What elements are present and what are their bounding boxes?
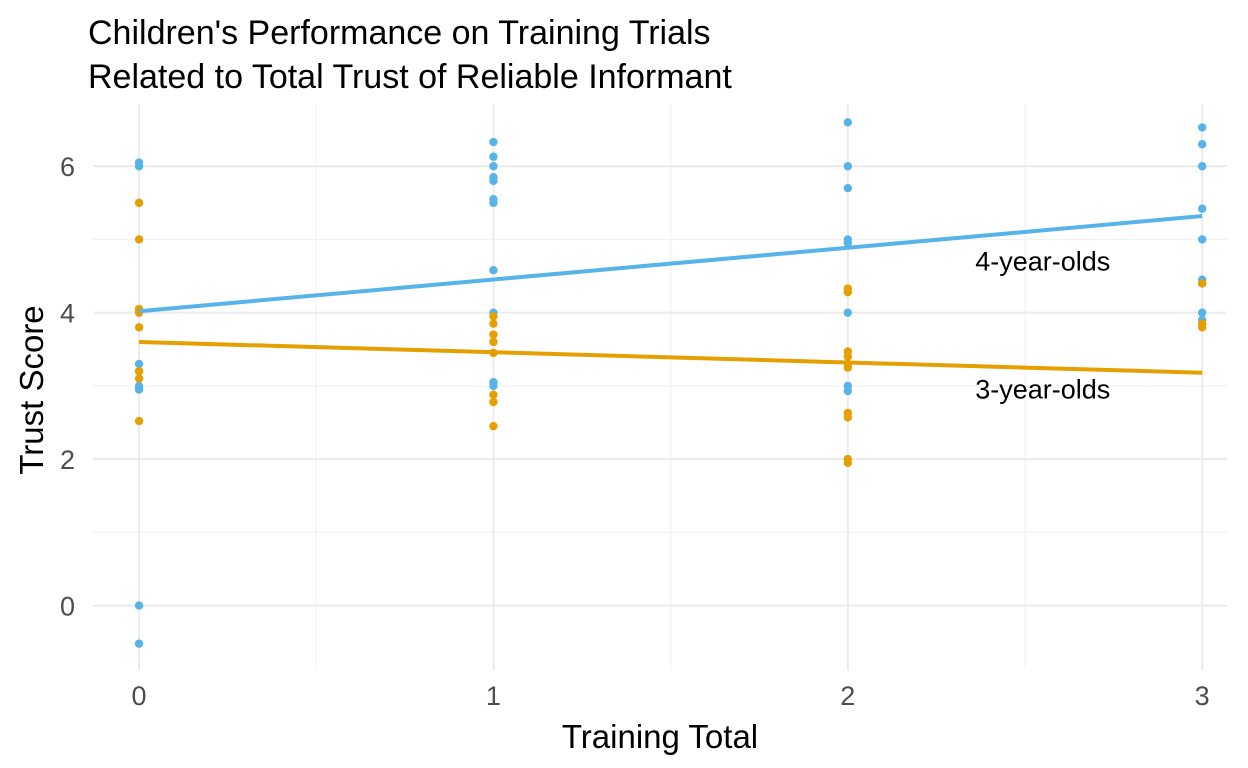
data-point bbox=[489, 198, 498, 208]
data-point bbox=[1197, 323, 1207, 332]
y-tick-label: 2 bbox=[60, 445, 75, 475]
data-point bbox=[134, 367, 144, 376]
data-point bbox=[489, 390, 498, 399]
data-point bbox=[843, 238, 853, 248]
data-point bbox=[843, 118, 853, 127]
data-point bbox=[1197, 162, 1207, 171]
data-point bbox=[134, 235, 144, 244]
data-point bbox=[489, 330, 498, 339]
data-point bbox=[1197, 308, 1207, 317]
series-label: 4-year-olds bbox=[975, 246, 1110, 276]
data-point bbox=[1197, 235, 1207, 244]
data-point bbox=[843, 287, 853, 297]
data-point bbox=[489, 319, 498, 328]
data-point bbox=[489, 312, 498, 321]
series-label: 3-year-olds bbox=[975, 375, 1110, 405]
y-tick-label: 4 bbox=[60, 299, 75, 329]
data-point bbox=[134, 162, 144, 171]
x-tick-label: 0 bbox=[132, 681, 147, 711]
fit-lines bbox=[138, 214, 1203, 375]
data-point bbox=[843, 386, 853, 396]
data-point bbox=[843, 363, 853, 372]
data-point bbox=[1197, 140, 1207, 149]
data-point bbox=[489, 162, 498, 171]
data-point bbox=[843, 162, 853, 171]
data-point bbox=[489, 421, 498, 431]
data-point bbox=[134, 639, 144, 648]
y-tick-label: 0 bbox=[60, 592, 75, 622]
fit-line bbox=[139, 339, 1203, 375]
data-point bbox=[843, 458, 853, 467]
data-point bbox=[843, 184, 853, 193]
data-point bbox=[134, 359, 144, 369]
data-point bbox=[489, 397, 498, 407]
x-tick-label: 2 bbox=[840, 681, 855, 711]
data-point bbox=[1197, 279, 1207, 288]
data-point bbox=[1197, 123, 1207, 132]
data-point bbox=[489, 176, 498, 186]
data-point bbox=[843, 308, 853, 317]
x-tick-label: 3 bbox=[1195, 681, 1210, 711]
data-point bbox=[1197, 204, 1207, 213]
data-point bbox=[134, 416, 144, 426]
data-point bbox=[134, 198, 144, 208]
data-point bbox=[134, 323, 144, 332]
chart-title-line-2: Related to Total Trust of Reliable Infor… bbox=[88, 58, 732, 96]
data-point bbox=[489, 137, 498, 147]
data-point bbox=[134, 601, 144, 610]
data-point bbox=[489, 337, 498, 347]
data-point bbox=[489, 152, 498, 161]
tick-labels: 0 1 2 3 0 2 4 6 bbox=[60, 152, 1210, 711]
y-axis-title: Trust Score bbox=[13, 305, 50, 474]
data-point bbox=[134, 385, 144, 394]
data-points bbox=[134, 118, 1207, 648]
data-point bbox=[843, 413, 853, 422]
x-axis-title: Training Total bbox=[562, 718, 758, 755]
x-tick-label: 1 bbox=[486, 681, 501, 711]
y-tick-label: 6 bbox=[60, 152, 75, 182]
data-point bbox=[489, 266, 498, 275]
data-point bbox=[489, 381, 498, 391]
data-point bbox=[843, 352, 853, 361]
data-point bbox=[134, 374, 144, 383]
series-labels: 4-year-olds 3-year-olds bbox=[975, 246, 1110, 404]
fit-line bbox=[138, 214, 1203, 314]
chart-title-line-1: Children's Performance on Training Trial… bbox=[88, 14, 711, 52]
